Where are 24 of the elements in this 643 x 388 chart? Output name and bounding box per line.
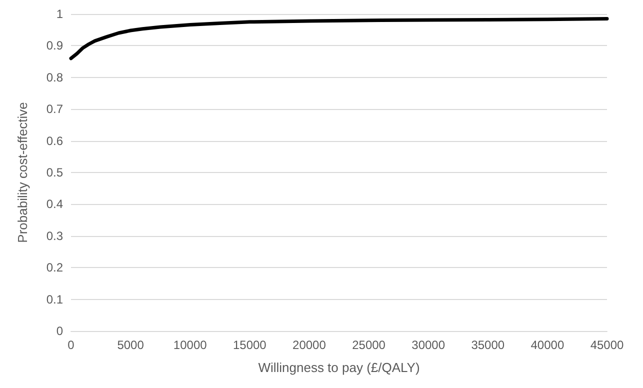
line-series bbox=[69, 17, 609, 60]
y-tick-label: 0.8 bbox=[46, 70, 64, 84]
y-tick-label: 0.6 bbox=[46, 134, 64, 148]
y-tick-label: 0.9 bbox=[46, 38, 64, 53]
x-tick-label: 5000 bbox=[117, 338, 144, 352]
y-tick-label: 0.3 bbox=[46, 228, 64, 243]
x-tick-label: 15000 bbox=[232, 338, 267, 352]
x-tick-label: 0 bbox=[68, 338, 75, 352]
y-tick-label: 0.4 bbox=[46, 197, 64, 212]
y-tick-label: 0.2 bbox=[46, 260, 64, 275]
y-tick-label: 0.1 bbox=[46, 292, 64, 306]
y-tick-label: 0.5 bbox=[46, 166, 64, 180]
y-tick-label: 0 bbox=[56, 324, 64, 338]
y-tick-label: 0.7 bbox=[46, 102, 64, 116]
x-tick-label: 45000 bbox=[590, 338, 624, 352]
x-tick-label: 25000 bbox=[352, 338, 386, 352]
x-tick-label: 30000 bbox=[412, 338, 446, 352]
y-tick-label: 1 bbox=[56, 7, 64, 21]
x-axis-title: Willingness to pay (£/QALY) bbox=[258, 360, 420, 375]
x-tick-label: 10000 bbox=[173, 338, 208, 352]
x-tick-label: 35000 bbox=[471, 338, 505, 352]
x-tick-label: 40000 bbox=[530, 338, 564, 352]
y-axis-title: Probability cost-effective bbox=[15, 102, 30, 243]
x-tick-label: 20000 bbox=[292, 338, 326, 352]
